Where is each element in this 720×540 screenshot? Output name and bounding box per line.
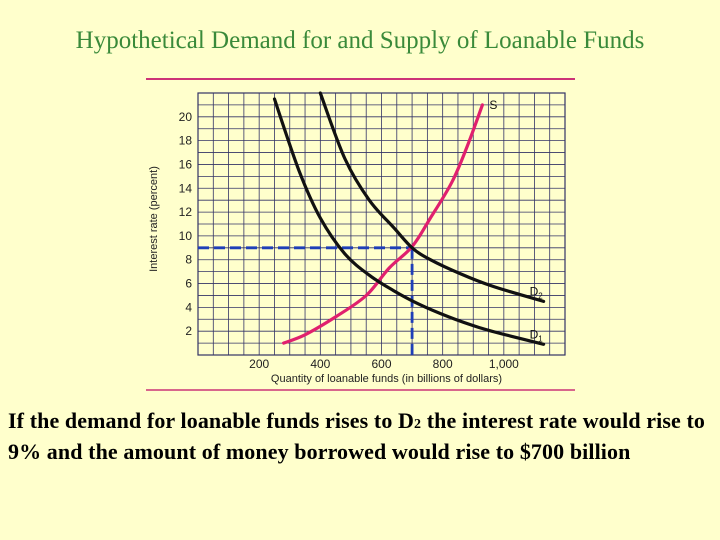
y-tick-label: 4: [185, 300, 192, 314]
x-tick-label: 400: [310, 357, 330, 371]
x-tick-label: 200: [249, 357, 269, 371]
explanation-caption: If the demand for loanable funds rises t…: [8, 407, 708, 465]
chart-container: S D1 D2 2 4 6 8 10 12 14 16 18 20 200 400 600 800 1,000 …: [146, 78, 575, 391]
curve-d2: [318, 91, 546, 303]
y-tick-label: 12: [179, 205, 193, 219]
caption-part-2: the interest rate would rise to 9% and t…: [8, 408, 705, 464]
y-tick-label: 20: [179, 110, 193, 124]
y-tick-label: 14: [179, 181, 193, 195]
axis-labels: Quantity of loanable funds (in billions …: [148, 166, 502, 385]
caption-part-1: If the demand for loanable funds rises t…: [8, 408, 415, 433]
series-label-d2: D2: [530, 284, 544, 300]
y-tick-label: 16: [179, 157, 193, 171]
chart-series: S D1 D2: [272, 91, 546, 346]
x-tick-label: 600: [371, 357, 391, 371]
y-tick-label: 2: [185, 324, 192, 338]
curve-d1: [272, 97, 546, 346]
x-axis-label: Quantity of loanable funds (in billions …: [271, 373, 502, 385]
y-tick-label: 6: [185, 277, 192, 291]
chart-grid: [197, 92, 566, 356]
series-label-d1: D1: [530, 327, 544, 343]
caption-subscript: 2: [414, 417, 422, 432]
x-tick-label: 800: [433, 357, 453, 371]
y-tick-label: 8: [185, 253, 192, 267]
y-axis-label: Interest rate (percent): [148, 166, 160, 272]
slide-title: Hypothetical Demand for and Supply of Lo…: [75, 27, 645, 54]
y-tick-label: 18: [179, 134, 193, 148]
curve-s: [282, 103, 484, 345]
y-tick-label: 10: [179, 229, 193, 243]
series-label-s: S: [489, 98, 497, 112]
x-tick-label: 1,000: [489, 357, 519, 371]
decorative-rules: [146, 78, 575, 391]
axis-ticks: 2 4 6 8 10 12 14 16 18 20 200 400 600 800 1,000: [179, 110, 520, 371]
